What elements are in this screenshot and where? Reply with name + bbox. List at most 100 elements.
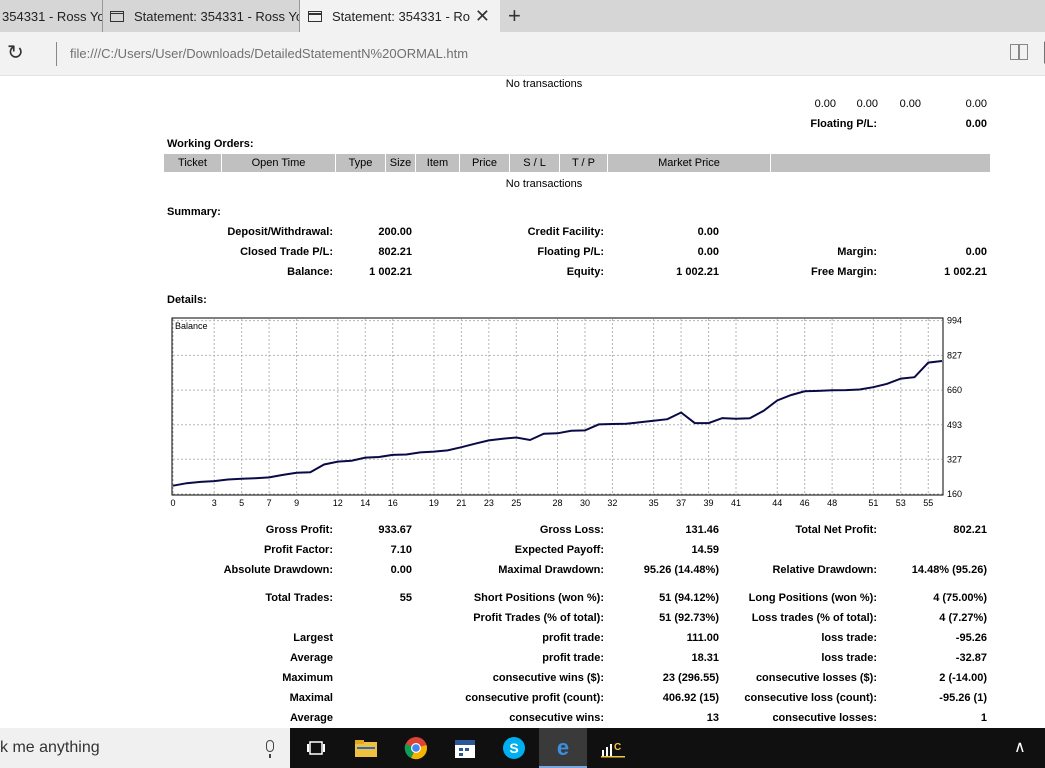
refresh-icon[interactable]: ↻ [7, 42, 24, 64]
tab-bar: 354331 - Ross Yo Statement: 354331 - Ros… [0, 0, 1045, 33]
stat-value-2: 18.31 [691, 652, 719, 664]
top-value-4: 0.00 [965, 98, 987, 110]
x-tick-label: 55 [923, 498, 933, 508]
file-explorer-icon[interactable] [342, 728, 390, 768]
stat-value-3: 14.48% (95.26) [911, 564, 987, 576]
x-tick-label: 39 [704, 498, 714, 508]
stat-value-2: 13 [706, 712, 719, 724]
toolbar-divider [56, 42, 57, 66]
x-tick-label: 41 [731, 498, 741, 508]
stat-label-3: consecutive loss (count): [744, 692, 877, 704]
task-view-icon[interactable] [292, 728, 340, 768]
stat-label-2: Gross Loss: [539, 524, 604, 536]
taskbar: k me anything S e C ∧ [0, 728, 1045, 768]
y-tick-label: 827 [947, 350, 962, 360]
chevron-up-icon[interactable]: ∧ [1014, 739, 1026, 756]
stat-value-3: 4 (7.27%) [939, 612, 987, 624]
col-item: Item [416, 154, 460, 172]
stat-value-2: 51 (92.73%) [659, 612, 719, 624]
edge-icon[interactable]: e [539, 728, 587, 768]
stat-label-1: Absolute Drawdown: [223, 564, 333, 576]
x-tick-label: 37 [676, 498, 686, 508]
x-tick-label: 0 [170, 498, 175, 508]
address-bar: ↻ file:///C:/Users/User/Downloads/Detail… [0, 32, 1045, 76]
close-tab-icon[interactable]: ✕ [474, 6, 490, 26]
x-tick-label: 48 [827, 498, 837, 508]
stat-label-1: Gross Profit: [265, 524, 333, 536]
svg-text:C: C [614, 742, 621, 753]
balance-chart: Balance 0 3 5 7 9 12 14 16 19 21 23 25 28 30 32 35 37 39 4… [170, 316, 962, 508]
stat-label-3: loss trade: [821, 652, 877, 664]
svg-text:S: S [509, 740, 518, 756]
x-tick-label: 19 [429, 498, 439, 508]
stat-label-1: Largest [293, 632, 333, 644]
col-blank [771, 154, 990, 172]
tab-2-label: Statement: 354331 - Ross Yo [134, 8, 300, 24]
x-tick-label: 35 [649, 498, 659, 508]
trading-terminal-icon[interactable]: C [589, 728, 637, 768]
page-icon [110, 10, 124, 22]
stat-value-3: 802.21 [953, 524, 987, 536]
stat-value-2: 14.59 [691, 544, 719, 556]
svg-text:e: e [557, 735, 569, 759]
stat-label-3: Total Net Profit: [795, 524, 877, 536]
microphone-icon[interactable] [266, 740, 274, 758]
y-tick-label: 160 [947, 489, 962, 499]
free-margin-value: 1 002.21 [944, 266, 987, 278]
stat-label-1: Total Trades: [265, 592, 333, 604]
x-tick-label: 21 [456, 498, 466, 508]
calendar-app-icon[interactable] [441, 728, 489, 768]
url-field[interactable]: file:///C:/Users/User/Downloads/Detailed… [70, 46, 469, 61]
stat-label-1: Maximum [282, 672, 333, 684]
details-title: Details: [167, 294, 207, 306]
col-size: Size [386, 154, 416, 172]
col-market-price: Market Price [608, 154, 771, 172]
x-tick-label: 51 [868, 498, 878, 508]
stat-value-1: 55 [399, 592, 412, 604]
credit-label: Credit Facility: [527, 226, 604, 238]
skype-icon[interactable]: S [490, 728, 538, 768]
stat-value-3: 1 [980, 712, 987, 724]
stat-value-2: 111.00 [686, 632, 719, 644]
x-tick-label: 53 [896, 498, 906, 508]
x-tick-label: 5 [239, 498, 244, 508]
working-orders-header: Ticket Open Time Type Size Item Price S … [164, 154, 990, 172]
stat-label-2: Expected Payoff: [514, 544, 604, 556]
stat-value-3: -32.87 [955, 652, 987, 664]
margin-label: Margin: [837, 246, 877, 258]
chrome-icon[interactable] [392, 728, 440, 768]
stat-value-1: 0.00 [390, 564, 412, 576]
y-tick-label: 327 [947, 454, 962, 464]
x-tick-label: 3 [212, 498, 217, 508]
equity-value: 1 002.21 [676, 266, 719, 278]
col-tp: T / P [560, 154, 608, 172]
deposit-value: 200.00 [378, 226, 412, 238]
col-sl: S / L [510, 154, 560, 172]
top-value-2: 0.00 [856, 98, 878, 110]
top-value-3: 0.00 [899, 98, 921, 110]
stat-value-3: -95.26 [955, 632, 987, 644]
tab-statement-1[interactable]: 354331 - Ross Yo [0, 0, 103, 32]
stat-label-2: consecutive wins ($): [492, 672, 604, 684]
x-tick-label: 30 [580, 498, 590, 508]
chart-x-ticks: 0 3 5 7 9 12 14 16 19 21 23 25 28 30 32 35 37 39 41 44 46 48 5… [170, 498, 933, 508]
equity-label: Equity: [566, 266, 604, 278]
x-tick-label: 12 [333, 498, 343, 508]
col-price: Price [460, 154, 510, 172]
chart-y-ticks: 994 827 660 493 327 160 [947, 316, 962, 499]
new-tab-button[interactable]: + [508, 3, 521, 28]
col-type: Type [336, 154, 386, 172]
floating-pl-value: 0.00 [697, 246, 719, 258]
taskbar-search[interactable]: k me anything [0, 728, 290, 768]
top-floating-value: 0.00 [965, 118, 987, 130]
tab-statement-2[interactable]: Statement: 354331 - Ross Yo [104, 0, 300, 32]
stat-value-2: 95.26 (14.48%) [643, 564, 719, 576]
stat-label-1: Average [289, 652, 333, 664]
closed-pl-value: 802.21 [378, 246, 412, 258]
stat-label-2: profit trade: [542, 652, 604, 664]
reading-view-icon[interactable] [1010, 44, 1028, 60]
y-tick-label: 660 [947, 385, 962, 395]
x-tick-label: 32 [607, 498, 617, 508]
stat-label-1: Maximal [289, 692, 333, 704]
tab-statement-active[interactable]: Statement: 354331 - Ro ✕ [300, 0, 500, 33]
